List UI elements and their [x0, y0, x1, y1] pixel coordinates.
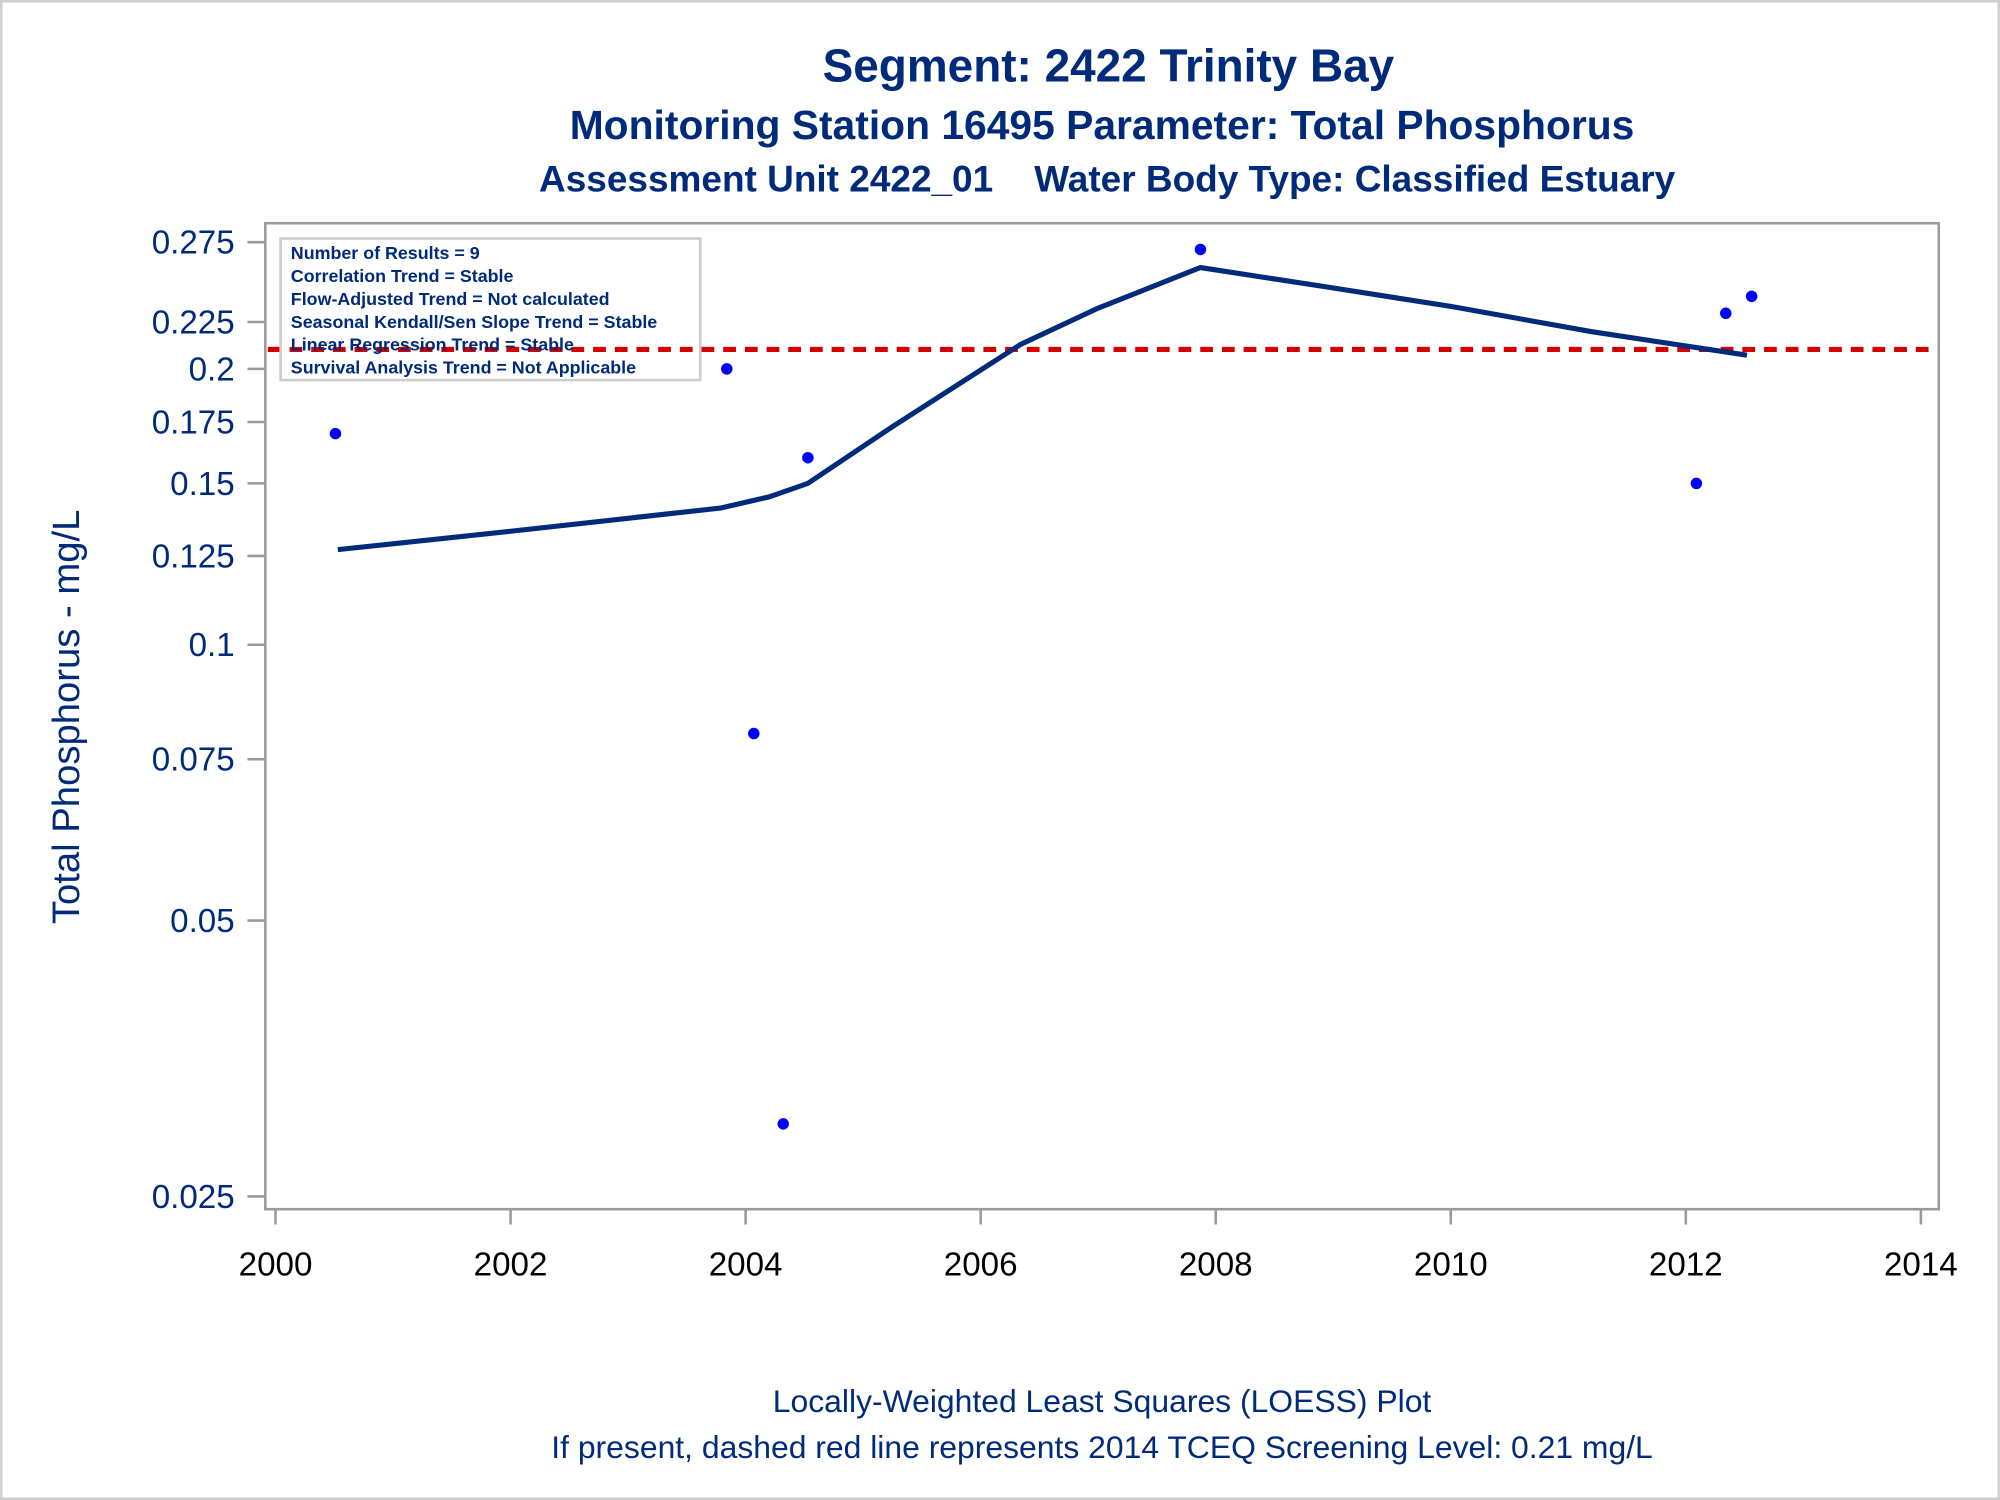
legend-line: Seasonal Kendall/Sen Slope Trend = Stabl… — [291, 312, 657, 332]
plot-area — [264, 221, 1941, 1211]
chart-title: Segment: 2422 Trinity Bay — [823, 40, 1395, 92]
data-point — [748, 727, 760, 740]
y-tick-label: 0.225 — [152, 305, 235, 342]
x-tick-label: 2010 — [1414, 1247, 1488, 1284]
footnote-1: Locally-Weighted Least Squares (LOESS) P… — [773, 1383, 1432, 1419]
data-point — [777, 1118, 789, 1130]
data-point — [1745, 290, 1758, 303]
legend: Number of Results = 9 Correlation Trend … — [279, 237, 702, 382]
x-tick-label: 2000 — [239, 1247, 313, 1284]
legend-box — [279, 237, 702, 382]
loess-line — [337, 264, 1748, 553]
chart-subtitle-2: Assessment Unit 2422_01 Water Body Type:… — [539, 158, 1676, 199]
y-tick-label: 0.125 — [152, 538, 235, 575]
x-tick-label: 2002 — [474, 1247, 548, 1284]
x-axis: 2000 2002 2004 2006 2008 2010 2012 2014 — [239, 1209, 1958, 1284]
data-point — [1720, 307, 1732, 320]
y-tick-label: 0.15 — [170, 466, 235, 503]
data-point — [802, 451, 814, 464]
data-point — [721, 363, 733, 375]
legend-line: Flow-Adjusted Trend = Not calculated — [291, 289, 610, 309]
chart-subtitle-1: Monitoring Station 16495 Parameter: Tota… — [570, 102, 1635, 148]
y-axis-label: Total Phosphorus - mg/L — [45, 510, 88, 925]
legend-line: Number of Results = 9 — [291, 243, 480, 263]
y-tick-label: 0.275 — [152, 225, 235, 262]
x-tick-label: 2008 — [1179, 1247, 1253, 1284]
x-tick-label: 2004 — [709, 1247, 783, 1284]
y-tick-label: 0.1 — [189, 627, 235, 664]
x-tick-label: 2014 — [1884, 1247, 1958, 1284]
y-tick-label: 0.025 — [152, 1179, 235, 1216]
legend-line: Survival Analysis Trend = Not Applicable — [291, 358, 636, 378]
data-points — [329, 243, 1758, 1130]
x-tick-label: 2012 — [1649, 1247, 1723, 1284]
y-axis: 0.025 0.05 0.075 0.1 0.125 0.15 0.175 0.2 0.225 0… — [152, 225, 266, 1216]
data-point — [1194, 243, 1207, 256]
y-tick-label: 0.075 — [152, 742, 235, 779]
data-point — [329, 427, 342, 440]
y-tick-label: 0.175 — [152, 405, 235, 442]
legend-line: Correlation Trend = Stable — [291, 266, 514, 286]
x-tick-label: 2006 — [944, 1247, 1018, 1284]
legend-line: Linear Regression Trend = Stable — [291, 335, 574, 355]
y-tick-label: 0.05 — [170, 903, 235, 940]
y-tick-label: 0.2 — [189, 351, 235, 388]
data-point — [1690, 477, 1703, 490]
footnote-2: If present, dashed red line represents 2… — [551, 1429, 1653, 1465]
